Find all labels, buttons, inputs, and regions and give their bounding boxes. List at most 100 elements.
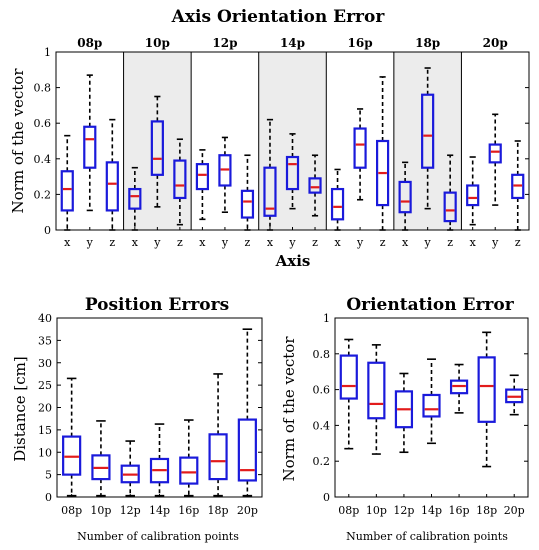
box-plot xyxy=(240,154,255,231)
box-iqr xyxy=(422,393,441,418)
group-label: 12p xyxy=(212,36,237,50)
box-plot xyxy=(237,328,257,497)
box-iqr xyxy=(505,388,524,404)
x-tick-label: 18p xyxy=(476,504,497,517)
box-plot xyxy=(91,420,111,497)
x-tick-label: y xyxy=(221,236,229,249)
box-iqr xyxy=(443,191,457,223)
box-plot xyxy=(505,374,524,416)
y-tick-label: 0.2 xyxy=(34,188,52,201)
group-label: 08p xyxy=(77,36,102,50)
group-label: 20p xyxy=(483,36,508,50)
x-tick-label: 14p xyxy=(421,504,442,517)
box-plot xyxy=(330,168,345,231)
box-iqr xyxy=(120,464,140,484)
box-plot xyxy=(218,136,232,213)
box-iqr xyxy=(237,418,257,482)
y-tick-label: 0.4 xyxy=(34,153,52,166)
box-iqr xyxy=(394,390,414,429)
plot-frame xyxy=(334,317,529,498)
y-tick-label: 0 xyxy=(323,491,330,504)
box-iqr xyxy=(105,161,119,212)
box-iqr xyxy=(367,361,386,420)
y-tick-label: 1 xyxy=(44,46,51,59)
y-tick-label: 0.2 xyxy=(313,455,331,468)
group-label: 16p xyxy=(348,36,373,50)
box-iqr xyxy=(149,457,170,484)
shaded-group-bg xyxy=(393,52,462,230)
box-plot xyxy=(60,134,74,231)
box-iqr xyxy=(179,456,199,485)
box-iqr xyxy=(240,189,255,219)
x-tick-label: x xyxy=(334,236,341,249)
x-tick-label: y xyxy=(86,236,94,249)
position-errors-chart: Position Errors Number of calibration po… xyxy=(11,295,263,543)
group-label: 14p xyxy=(280,36,305,50)
x-axis-label: Number of calibration points xyxy=(346,530,508,543)
y-tick-label: 20 xyxy=(38,402,52,415)
box-plot xyxy=(62,377,82,497)
y-tick-label: 1 xyxy=(323,312,330,325)
box-plot xyxy=(120,440,140,497)
box-iqr xyxy=(488,143,502,164)
box-plot xyxy=(466,156,480,226)
x-axis-label: Number of calibration points xyxy=(77,530,239,543)
box-plot xyxy=(394,372,414,454)
box-plot xyxy=(263,118,277,231)
x-tick-label: z xyxy=(177,236,183,249)
box-iqr xyxy=(208,433,228,481)
x-tick-label: x xyxy=(470,236,477,249)
box-iqr xyxy=(449,379,469,395)
box-iqr xyxy=(353,127,367,169)
axis-orientation-error-chart: Axis Orientation Error Axis Norm of the … xyxy=(9,7,530,270)
y-tick-label: 10 xyxy=(38,446,52,459)
y-tick-label: 5 xyxy=(45,469,52,482)
x-tick-label: x xyxy=(132,236,139,249)
y-tick-label: 0.8 xyxy=(313,348,331,361)
box-plot xyxy=(422,358,441,445)
x-tick-label: 16p xyxy=(449,504,470,517)
box-plot xyxy=(105,118,119,231)
box-plot xyxy=(367,344,386,455)
x-tick-label: y xyxy=(491,236,499,249)
orientation-error-chart: Orientation Error Number of calibration … xyxy=(280,295,529,543)
group-label: 18p xyxy=(415,36,440,50)
box-iqr xyxy=(173,159,187,200)
box-plot xyxy=(375,76,390,231)
y-axis-label: Norm of the vector xyxy=(9,68,27,214)
chart-title: Orientation Error xyxy=(346,295,514,315)
y-tick-label: 0 xyxy=(44,224,51,237)
x-tick-label: x xyxy=(402,236,409,249)
box-iqr xyxy=(91,454,111,481)
box-plot xyxy=(179,419,199,497)
x-tick-label: 10p xyxy=(366,504,387,517)
x-tick-label: y xyxy=(424,236,432,249)
box-iqr xyxy=(195,163,210,191)
box-iqr xyxy=(421,93,435,169)
x-tick-label: z xyxy=(515,236,521,249)
box-plot xyxy=(149,423,170,497)
box-iqr xyxy=(62,435,82,476)
y-tick-label: 0.4 xyxy=(313,419,331,432)
box-plot xyxy=(128,166,142,231)
x-tick-label: 14p xyxy=(149,504,170,517)
x-tick-label: 20p xyxy=(504,504,525,517)
box-plot xyxy=(83,74,97,212)
x-tick-label: 12p xyxy=(120,504,141,517)
box-plot xyxy=(488,113,502,206)
x-tick-label: y xyxy=(288,236,296,249)
box-iqr xyxy=(285,155,300,191)
x-tick-label: z xyxy=(380,236,386,249)
box-plot xyxy=(353,108,367,201)
y-tick-label: 0.6 xyxy=(313,384,331,397)
x-tick-label: y xyxy=(356,236,364,249)
box-plot xyxy=(208,373,228,497)
x-tick-label: z xyxy=(109,236,115,249)
box-iqr xyxy=(330,187,345,221)
y-axis-label: Distance [cm] xyxy=(11,356,29,462)
box-iqr xyxy=(263,166,277,217)
x-tick-label: z xyxy=(245,236,251,249)
box-iqr xyxy=(375,139,390,207)
box-iqr xyxy=(150,120,164,176)
